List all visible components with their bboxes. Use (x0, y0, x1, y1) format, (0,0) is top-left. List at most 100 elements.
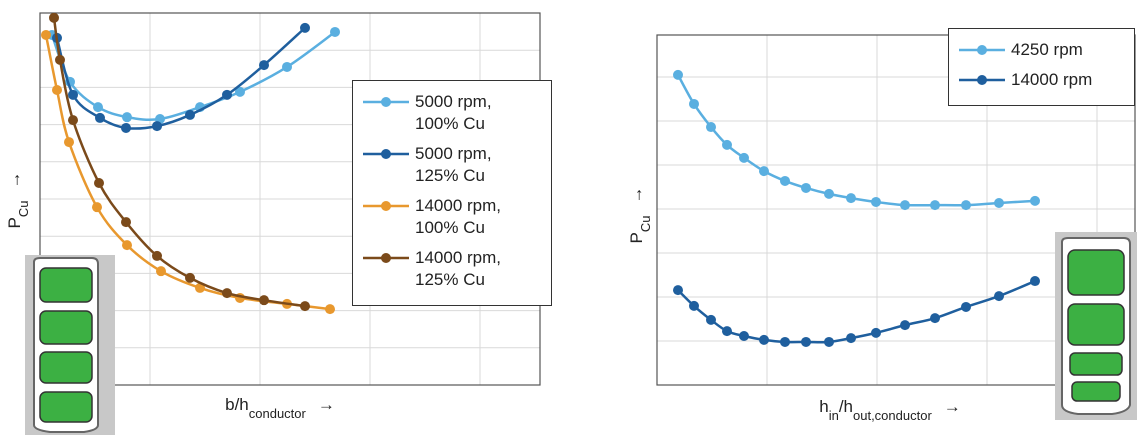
data-point (824, 336, 834, 347)
slot-illustration (1055, 232, 1137, 420)
data-point (780, 175, 790, 186)
data-point (122, 112, 132, 123)
data-point (801, 182, 811, 193)
legend-label: 5000 rpm, 125% Cu (415, 144, 492, 185)
data-point (706, 122, 716, 133)
data-point (846, 193, 856, 204)
data-point (259, 295, 269, 306)
axis-label-subscript: conductor (249, 406, 307, 421)
data-point (152, 121, 162, 132)
legend-swatch (959, 75, 1005, 85)
data-point (722, 326, 732, 337)
legend-label: 14000 rpm, 125% Cu (415, 248, 501, 289)
data-point (961, 301, 971, 312)
data-point (94, 178, 104, 189)
series-line (676, 74, 1036, 207)
axis-label-part: h (819, 397, 828, 416)
axis-label: hin/hout,conductor → (819, 397, 961, 423)
legend-swatch (959, 45, 1005, 55)
data-point (235, 86, 245, 97)
data-point (759, 166, 769, 177)
series-line (677, 279, 1036, 344)
axis-label-part: P (627, 232, 646, 243)
data-point (95, 112, 105, 123)
data-point (259, 60, 269, 71)
legend-item: 5000 rpm, 100% Cu (361, 91, 543, 135)
legend-swatch (363, 149, 409, 159)
axis-label-subscript: out,conductor (853, 408, 932, 423)
legend: 5000 rpm, 100% Cu 5000 rpm, 125% Cu 14000 … (352, 80, 552, 306)
legend-marker (381, 149, 391, 159)
legend-marker (381, 97, 391, 107)
plot-area (41, 13, 340, 315)
legend-item: 4250 rpm (957, 39, 1126, 61)
axis-label-part: P (5, 217, 24, 228)
data-point (121, 217, 131, 228)
axis-label-part: → (944, 397, 961, 416)
data-point (801, 336, 811, 347)
data-point (93, 102, 103, 113)
data-point (706, 314, 716, 325)
data-point (121, 122, 131, 133)
data-point (68, 115, 78, 126)
data-point (49, 13, 59, 23)
data-point (300, 301, 310, 312)
plot-frame (656, 34, 1136, 386)
data-point (152, 250, 162, 261)
legend-marker (381, 253, 391, 263)
data-point (52, 85, 62, 96)
data-point (64, 137, 74, 148)
data-point (846, 333, 856, 344)
data-point (122, 240, 132, 251)
data-point (994, 291, 1004, 302)
data-point (780, 336, 790, 347)
legend-marker (977, 45, 987, 55)
data-point (689, 300, 699, 311)
data-point (824, 188, 834, 199)
data-point (282, 61, 292, 72)
data-point (994, 198, 1004, 208)
plots: b/hconductor →PCu→hin/hout,conductor →PCu→ (5, 12, 1136, 423)
data-point (55, 54, 65, 65)
axis-label-part: b/h (225, 395, 249, 414)
chart-panel: hin/hout,conductor → PCu → (627, 34, 1136, 423)
data-point (961, 200, 971, 211)
axis-label: PCu → (627, 187, 653, 244)
legend-label: 4250 rpm (1011, 40, 1083, 59)
axis-label-subscript: Cu (638, 216, 653, 233)
axis-label-part: → (627, 187, 646, 204)
data-point (739, 331, 749, 341)
legend-swatch (363, 201, 409, 211)
slot-illustration (25, 255, 115, 435)
data-point (41, 29, 51, 40)
data-point (330, 26, 340, 37)
data-point (1030, 276, 1040, 287)
axis-label: b/hconductor → (225, 395, 335, 421)
legend-item: 5000 rpm, 125% Cu (361, 143, 543, 187)
legend: 4250 rpm 14000 rpm (948, 28, 1135, 106)
legend-label: 14000 rpm, 100% Cu (415, 196, 501, 237)
data-point (900, 320, 910, 331)
axis-label-part: → (5, 172, 24, 189)
data-point (689, 98, 699, 109)
legend-item: 14000 rpm, 125% Cu (361, 247, 543, 291)
legend-swatch (363, 253, 409, 263)
data-point (195, 282, 205, 293)
data-point (68, 89, 78, 100)
data-point (722, 139, 732, 150)
data-point (900, 200, 910, 211)
axis-label-part: → (318, 395, 335, 414)
data-point (930, 313, 940, 324)
data-point (185, 109, 195, 120)
data-point (673, 285, 683, 296)
axis-label-subscript: in (829, 408, 839, 423)
legend-item: 14000 rpm (957, 69, 1126, 91)
data-point (300, 22, 310, 33)
data-point (930, 200, 940, 211)
plot-area (673, 69, 1040, 347)
legend-item: 14000 rpm, 100% Cu (361, 195, 543, 239)
legend-label: 5000 rpm, 100% Cu (415, 92, 492, 133)
data-point (673, 69, 683, 80)
